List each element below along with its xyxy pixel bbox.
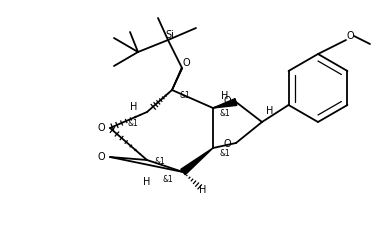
Text: H: H	[199, 185, 207, 195]
Text: &1: &1	[163, 175, 173, 184]
Polygon shape	[181, 148, 213, 175]
Text: &1: &1	[220, 108, 230, 118]
Text: Si: Si	[166, 30, 175, 40]
Text: &1: &1	[128, 120, 139, 129]
Text: O: O	[223, 96, 231, 106]
Text: O: O	[182, 58, 190, 68]
Text: O: O	[346, 31, 354, 41]
Text: O: O	[223, 139, 231, 149]
Text: H: H	[130, 102, 138, 112]
Text: &1: &1	[180, 91, 191, 100]
Text: &1: &1	[220, 149, 230, 158]
Text: &1: &1	[155, 158, 165, 166]
Text: H: H	[143, 177, 151, 187]
Text: H: H	[221, 91, 229, 101]
Text: O: O	[97, 123, 105, 133]
Text: O: O	[97, 152, 105, 162]
Polygon shape	[213, 98, 237, 108]
Text: H: H	[266, 106, 274, 116]
Polygon shape	[172, 68, 182, 90]
